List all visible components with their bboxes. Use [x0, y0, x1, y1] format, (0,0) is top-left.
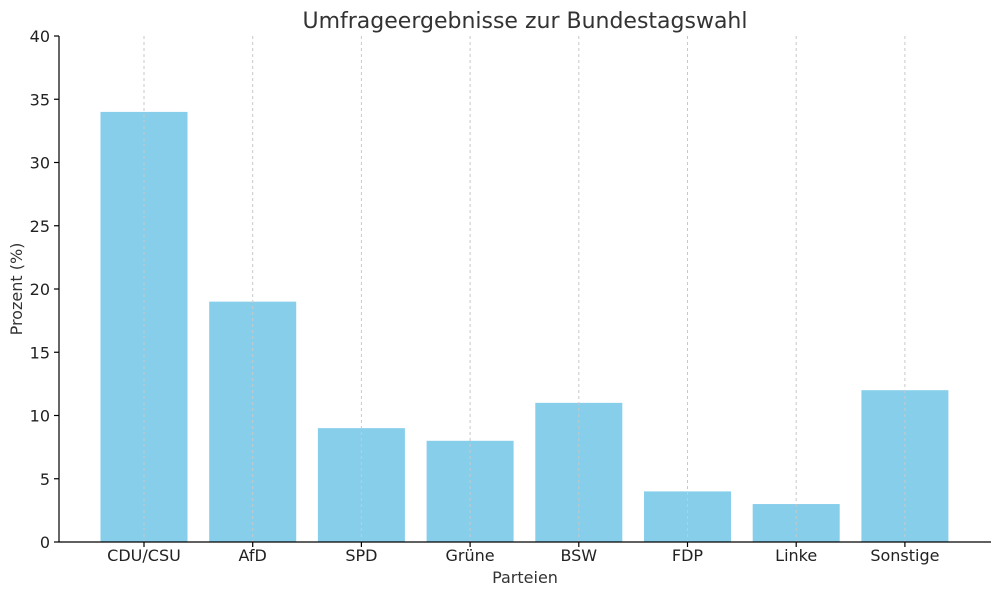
x-tick-label: SPD: [345, 546, 377, 565]
x-tick-label: AfD: [239, 546, 267, 565]
y-tick-label: 15: [30, 343, 50, 362]
x-tick-label: Grüne: [446, 546, 495, 565]
y-tick-label: 10: [30, 407, 50, 426]
y-tick-label: 40: [30, 27, 50, 46]
bar-layer: [100, 111, 949, 543]
x-tick-layer: CDU/CSU AfD SPD Grüne BSW FDP Linke Sonstige: [107, 542, 939, 565]
y-tick-label: 20: [30, 280, 50, 299]
x-axis-label: Parteien: [492, 568, 558, 587]
y-tick-label: 0: [40, 533, 50, 552]
x-tick-label: CDU/CSU: [107, 546, 181, 565]
x-tick-label: FDP: [672, 546, 704, 565]
bar-bsw: [535, 402, 623, 542]
y-tick-label: 30: [30, 154, 50, 173]
bar-sonstige: [861, 390, 949, 542]
grid-layer: [143, 36, 906, 542]
x-tick-label: Sonstige: [870, 546, 939, 565]
x-tick-label: BSW: [560, 546, 597, 565]
y-tick-label: 25: [30, 217, 50, 236]
x-tick-label: Linke: [775, 546, 817, 565]
y-tick-layer: 0 5 10 15 20 25 30 35 40: [30, 27, 59, 552]
y-axis-label: Prozent (%): [7, 243, 26, 336]
axis-layer: [58, 36, 991, 543]
chart-title: Umfrageergebnisse zur Bundestagswahl: [302, 9, 747, 34]
bar-grüne: [426, 440, 514, 542]
y-tick-label: 35: [30, 90, 50, 109]
y-tick-label: 5: [40, 470, 50, 489]
